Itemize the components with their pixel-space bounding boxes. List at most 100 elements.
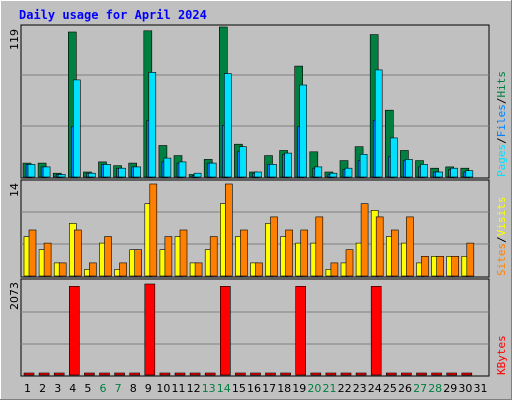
bar-pages-day-28	[435, 171, 443, 178]
bar-pages-day-7	[118, 167, 126, 178]
y-max-visits: 14	[8, 183, 21, 197]
bar-sites-day-28	[436, 255, 444, 277]
right-labels-visits: Sites/Visits	[495, 197, 508, 277]
bar-pages-day-26	[405, 159, 413, 178]
bar-sites-day-1	[28, 229, 37, 277]
x-tick-label-day-16: 16	[247, 382, 261, 395]
right-labels-kbytes: KBytes	[495, 335, 508, 375]
x-tick-label-day-2: 2	[39, 382, 46, 395]
x-tick-label-day-11: 11	[172, 382, 186, 395]
bar-kbytes-day-23	[355, 372, 367, 376]
bar-pages-day-6	[103, 164, 111, 178]
panel-visits-area	[20, 179, 490, 278]
bar-kbytes-day-3	[53, 372, 65, 376]
x-tick-label-day-18: 18	[277, 382, 291, 395]
bar-kbytes-day-25	[385, 372, 397, 376]
bar-pages-day-5	[88, 172, 96, 178]
x-tick-label-day-9: 9	[145, 382, 152, 395]
svg-text:Pages/Files/Hits: Pages/Files/Hits	[495, 71, 508, 177]
x-tick-label-day-30: 30	[458, 382, 472, 395]
bar-kbytes-day-6	[99, 372, 110, 376]
bar-pages-day-10	[163, 157, 172, 178]
bar-sites-day-3	[58, 262, 67, 277]
y-max-kbytes: 2073	[8, 282, 21, 310]
bar-sites-day-30	[466, 242, 475, 277]
bar-kbytes-day-17	[265, 372, 276, 376]
bar-kbytes-day-22	[340, 372, 352, 376]
bar-kbytes-day-24	[370, 285, 382, 376]
bar-kbytes-day-16	[250, 372, 261, 376]
bar-sites-day-8	[134, 249, 142, 277]
x-axis-day-labels: 1 2 3 4 5 6 7 8 9 10 11 12 13 14 15 16 17 18 19 20 21 22 23 24 2…	[24, 382, 488, 395]
x-tick-label-day-3: 3	[54, 382, 61, 395]
bar-kbytes-day-28	[431, 372, 442, 376]
bar-kbytes-day-1	[23, 372, 35, 376]
x-tick-label-day-17: 17	[262, 382, 276, 395]
bar-sites-day-25	[390, 229, 399, 277]
panel-hits-files-pages: 119 Pages/Files/Hits	[8, 24, 508, 179]
x-tick-label-day-22: 22	[338, 382, 352, 395]
bar-pages-day-11	[178, 161, 187, 178]
bar-sites-day-14	[225, 183, 233, 277]
bar-pages-day-15	[239, 146, 247, 178]
bar-pages-day-4	[73, 79, 81, 178]
x-tick-label-day-6: 6	[100, 382, 107, 395]
bar-sites-day-29	[451, 255, 460, 277]
x-tick-label-day-8: 8	[130, 382, 137, 395]
bar-sites-day-2	[43, 242, 52, 277]
bar-pages-day-3	[57, 174, 66, 178]
bar-kbytes-day-15	[235, 372, 246, 376]
bar-sites-day-6	[104, 236, 112, 277]
y-max-hits: 119	[8, 29, 21, 50]
bar-sites-day-21	[330, 262, 339, 277]
bars-kbytes	[23, 283, 473, 376]
bar-pages-day-27	[420, 164, 428, 178]
bar-pages-day-29	[450, 167, 459, 178]
bar-pages-day-9	[148, 72, 157, 178]
x-tick-label-day-5: 5	[84, 382, 91, 395]
bar-kbytes-day-30	[461, 372, 473, 376]
bar-sites-day-10	[164, 236, 173, 277]
bar-pages-day-16	[254, 171, 262, 178]
svg-text:KBytes: KBytes	[495, 335, 508, 375]
bar-sites-day-4	[74, 229, 82, 277]
bar-pages-day-12	[193, 172, 202, 178]
x-tick-label-day-31: 31	[474, 382, 488, 395]
chart-title: Daily usage for April 2024	[19, 8, 207, 22]
bar-kbytes-day-27	[416, 372, 427, 376]
bar-pages-day-20	[314, 166, 323, 178]
legend-hits: Hits	[495, 71, 508, 98]
bar-sites-day-27	[421, 255, 429, 277]
x-tick-label-day-1: 1	[24, 382, 31, 395]
bar-kbytes-day-11	[174, 372, 186, 376]
bar-sites-day-22	[345, 249, 354, 277]
bar-kbytes-day-26	[401, 372, 412, 376]
x-tick-label-day-27: 27	[413, 382, 427, 395]
x-tick-label-day-4: 4	[69, 382, 76, 395]
x-tick-label-day-12: 12	[187, 382, 201, 395]
bar-pages-day-19	[299, 84, 308, 178]
bar-kbytes-day-10	[159, 372, 171, 376]
bar-sites-day-13	[209, 236, 218, 277]
bar-pages-day-24	[374, 69, 383, 178]
bar-kbytes-day-21	[325, 372, 337, 376]
panel-visits-sites: 14 Sites/Visits	[8, 179, 508, 278]
legend-sep-3: /	[495, 236, 508, 243]
bar-sites-day-24	[375, 216, 384, 277]
bar-kbytes-day-12	[189, 372, 201, 376]
x-tick-label-day-7: 7	[115, 382, 122, 395]
bar-kbytes-day-19	[295, 285, 307, 376]
x-tick-label-day-15: 15	[232, 382, 246, 395]
bar-pages-day-30	[465, 170, 474, 178]
legend-sites: Sites	[495, 243, 508, 276]
x-tick-label-day-23: 23	[353, 382, 367, 395]
legend-kbytes: KBytes	[495, 335, 508, 375]
bar-kbytes-day-5	[84, 372, 95, 376]
x-tick-label-day-10: 10	[156, 382, 170, 395]
x-tick-label-day-20: 20	[307, 382, 321, 395]
bar-kbytes-day-8	[129, 372, 140, 376]
legend-visits: Visits	[495, 197, 508, 237]
bars-hits-files-pages	[22, 26, 474, 178]
legend-sep-2: /	[495, 98, 508, 105]
